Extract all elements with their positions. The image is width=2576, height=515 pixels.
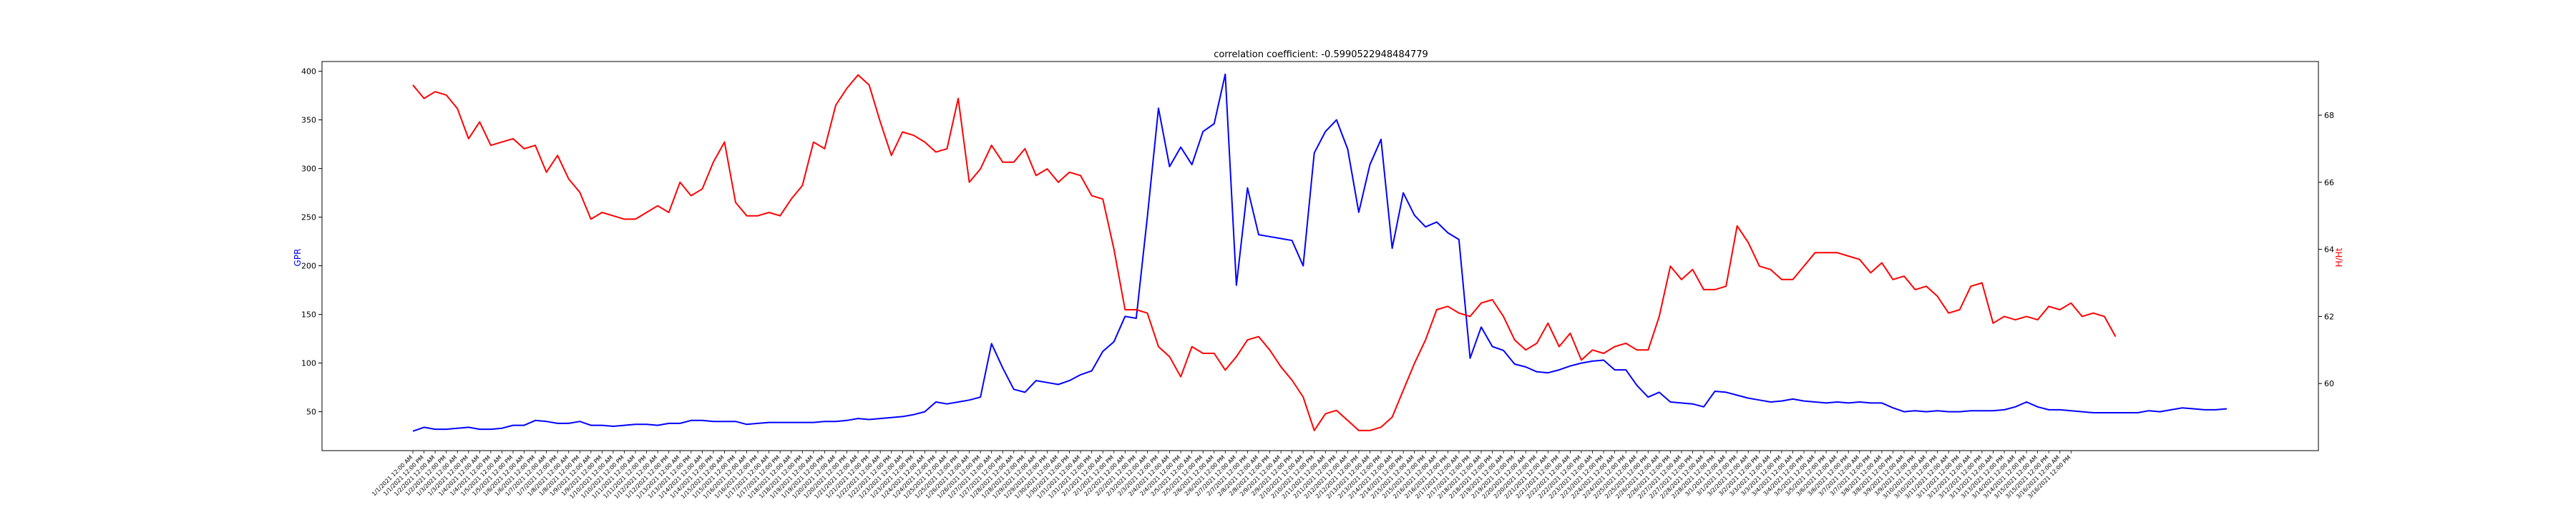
y-left-tick-label: 400: [301, 67, 316, 77]
y-left-tick-label: 50: [306, 408, 316, 417]
y-left-tick-label: 250: [301, 213, 316, 222]
series-line-gpr: [412, 73, 2228, 432]
y-axis-right-label: H/Ht: [2334, 247, 2344, 267]
chart-title: correlation coefficient: -0.599052294848…: [1214, 49, 1428, 60]
y-left-tick-label: 150: [301, 310, 316, 320]
plot-area: 5010015020025030035040060626466681/1/202…: [301, 61, 2334, 500]
series-line-hht: [412, 74, 2117, 431]
y-left-tick-label: 300: [301, 165, 316, 174]
y-left-tick-label: 350: [301, 116, 316, 125]
y-left-tick-label: 200: [301, 262, 316, 271]
y-right-tick-label: 66: [2324, 178, 2334, 187]
y-right-tick-label: 64: [2324, 245, 2334, 255]
y-right-tick-label: 68: [2324, 111, 2334, 120]
y-axis-left-label: GPR: [293, 249, 303, 267]
y-left-tick-label: 100: [301, 359, 316, 368]
plot-frame: [321, 61, 2319, 451]
y-right-tick-label: 62: [2324, 312, 2334, 321]
y-right-tick-label: 60: [2324, 379, 2334, 388]
